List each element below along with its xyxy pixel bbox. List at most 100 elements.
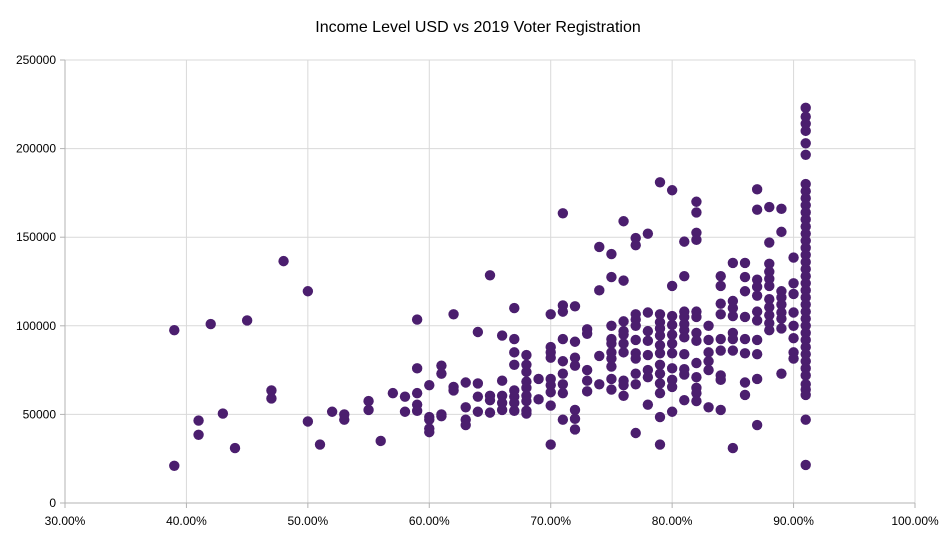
data-point-0-19 <box>375 435 386 447</box>
data-point-0-154 <box>654 340 666 351</box>
data-point-0-50 <box>484 395 496 406</box>
data-point-0-149 <box>654 177 666 188</box>
data-point-0-219 <box>727 442 739 454</box>
data-point-0-63 <box>509 397 520 409</box>
x-tick-label-5: 80.00% <box>652 514 693 528</box>
data-point-0-199 <box>703 347 714 358</box>
data-point-0-210 <box>715 374 726 386</box>
data-point-0-18 <box>363 404 374 416</box>
data-point-0-215 <box>727 310 739 322</box>
data-point-0-229 <box>751 204 763 215</box>
data-point-0-160 <box>654 411 666 423</box>
data-point-0-185 <box>691 207 702 218</box>
data-point-0-189 <box>691 311 702 323</box>
data-point-0-239 <box>764 201 775 213</box>
data-point-0-16 <box>339 414 350 425</box>
data-point-0-195 <box>691 387 702 399</box>
data-point-0-222 <box>739 286 751 297</box>
data-point-0-257 <box>776 323 787 334</box>
data-point-0-79 <box>545 352 556 363</box>
data-point-0-64 <box>509 405 520 417</box>
data-point-0-164 <box>666 310 678 322</box>
data-point-0-225 <box>739 348 751 359</box>
data-point-0-37 <box>448 309 459 320</box>
data-point-0-90 <box>557 368 569 379</box>
data-point-0-263 <box>788 320 799 331</box>
data-point-0-74 <box>533 373 544 385</box>
data-point-0-233 <box>751 306 763 317</box>
data-point-0-139 <box>630 379 641 390</box>
data-point-0-59 <box>509 347 520 358</box>
data-point-0-204 <box>715 280 726 292</box>
data-point-0-58 <box>509 333 520 345</box>
data-point-0-8 <box>266 385 277 396</box>
data-point-0-203 <box>715 270 726 282</box>
x-tick-label-2: 50.00% <box>288 514 329 528</box>
data-point-0-92 <box>557 387 569 399</box>
data-point-0-17 <box>363 395 374 407</box>
chart-title: Income Level USD vs 2019 Voter Registrat… <box>315 19 641 36</box>
data-point-0-40 <box>460 377 471 388</box>
data-point-0-235 <box>751 334 763 346</box>
data-point-0-162 <box>666 185 678 196</box>
data-point-0-157 <box>654 368 666 379</box>
data-point-0-11 <box>302 286 314 297</box>
data-point-0-30 <box>424 414 435 425</box>
data-point-0-172 <box>666 406 678 417</box>
data-point-0-111 <box>606 271 617 283</box>
y-tick-label-1: 50000 <box>23 407 57 421</box>
data-point-0-100 <box>569 424 581 435</box>
data-point-0-2 <box>193 415 204 426</box>
data-point-0-137 <box>630 353 641 364</box>
y-tick-label-3: 150000 <box>16 230 56 244</box>
data-point-0-150 <box>654 309 666 320</box>
data-point-0-33 <box>436 360 447 371</box>
x-tick-label-4: 70.00% <box>530 514 571 528</box>
data-point-0-187 <box>691 234 702 246</box>
data-point-0-236 <box>751 348 763 360</box>
data-point-0-191 <box>691 335 702 347</box>
data-point-0-116 <box>606 353 617 364</box>
data-point-0-25 <box>411 387 423 399</box>
data-point-0-88 <box>557 333 569 345</box>
data-point-0-249 <box>764 325 775 336</box>
data-point-0-211 <box>715 404 726 416</box>
data-point-0-91 <box>557 379 569 390</box>
data-point-0-156 <box>654 359 666 370</box>
data-point-0-214 <box>727 302 739 314</box>
y-tick-label-5: 250000 <box>16 53 56 67</box>
data-point-0-107 <box>594 285 605 296</box>
data-point-0-266 <box>788 353 799 364</box>
data-point-0-22 <box>399 406 411 417</box>
data-point-0-144 <box>642 335 654 347</box>
data-point-0-131 <box>630 239 641 251</box>
data-point-0-201 <box>703 364 714 376</box>
data-point-0-12 <box>302 416 314 427</box>
data-point-0-202 <box>703 402 714 413</box>
data-point-0-73 <box>521 408 532 419</box>
data-point-0-227 <box>739 389 751 401</box>
data-point-0-140 <box>630 427 641 439</box>
data-point-0-193 <box>691 371 702 383</box>
data-point-0-220 <box>739 257 751 269</box>
data-point-0-158 <box>654 378 666 389</box>
data-point-0-51 <box>484 407 496 418</box>
data-point-0-122 <box>618 316 629 327</box>
y-tick-label-4: 200000 <box>16 142 56 156</box>
data-point-0-99 <box>569 413 581 425</box>
data-point-0-142 <box>642 307 654 318</box>
data-point-0-200 <box>703 356 714 367</box>
data-point-0-165 <box>666 319 678 331</box>
data-point-0-105 <box>581 386 593 397</box>
data-point-0-207 <box>715 333 726 345</box>
data-point-0-272 <box>800 149 811 161</box>
data-point-0-148 <box>642 399 654 410</box>
data-point-0-166 <box>666 329 678 340</box>
data-point-0-71 <box>521 395 532 407</box>
data-point-0-153 <box>654 330 666 341</box>
data-point-0-262 <box>788 307 799 318</box>
data-point-0-56 <box>496 404 508 416</box>
data-point-0-259 <box>788 252 799 263</box>
data-point-0-119 <box>606 384 617 395</box>
data-point-0-224 <box>739 333 751 345</box>
